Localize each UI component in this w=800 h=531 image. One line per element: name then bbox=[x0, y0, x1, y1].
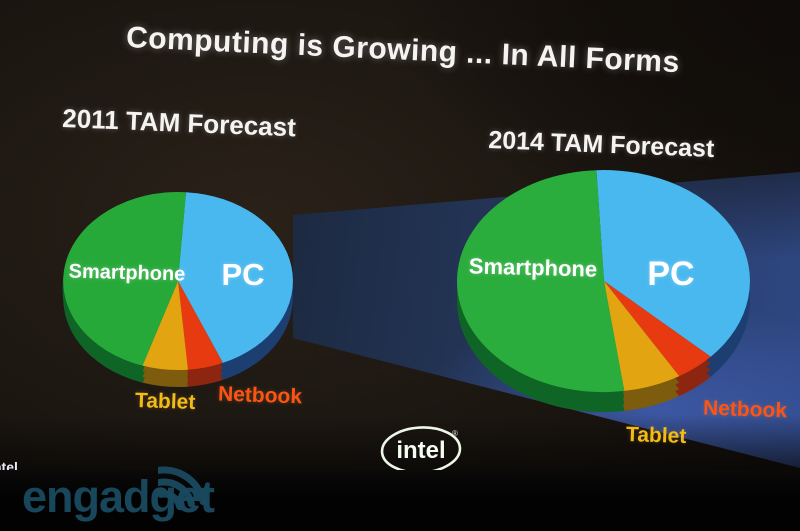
pie-slice-netbook bbox=[604, 281, 711, 377]
slice-label-pc-2014: PC bbox=[647, 255, 695, 293]
radio-wave-arc bbox=[158, 478, 195, 508]
pie-chart-2011 bbox=[62, 191, 293, 388]
callout-tablet-2014: Tablet bbox=[625, 422, 687, 449]
pie-slice-tablet bbox=[142, 281, 188, 371]
pie-slice-pc bbox=[596, 170, 750, 357]
bottom-shade bbox=[0, 415, 800, 478]
photo-letterbox bbox=[0, 470, 800, 531]
engadget-watermark: engadget bbox=[22, 471, 215, 522]
intel-logo: intel ® bbox=[380, 426, 462, 474]
pie-slice-smartphone bbox=[457, 170, 625, 393]
callout-netbook-2014: Netbook bbox=[702, 396, 788, 423]
radio-wave-arc bbox=[158, 490, 184, 511]
slice-label-smartphone-2014: Smartphone bbox=[468, 253, 598, 282]
radio-wave-arc bbox=[158, 466, 207, 506]
slice-label-pc-2011: PC bbox=[221, 257, 265, 292]
pie-slice-netbook bbox=[178, 281, 223, 370]
intel-logo-text: intel bbox=[396, 437, 445, 464]
pie-chart-2014 bbox=[457, 170, 750, 413]
callout-tablet-2011: Tablet bbox=[134, 388, 196, 415]
slice-label-smartphone-2011: Smartphone bbox=[68, 260, 186, 286]
pie-slice-smartphone bbox=[63, 191, 187, 366]
callout-netbook-2011: Netbook bbox=[217, 382, 303, 409]
intel-registered-mark: ® bbox=[452, 429, 458, 438]
radio-waves-icon bbox=[158, 466, 207, 511]
pie-slice-tablet bbox=[604, 281, 680, 391]
pie-slice-pc bbox=[178, 192, 293, 363]
